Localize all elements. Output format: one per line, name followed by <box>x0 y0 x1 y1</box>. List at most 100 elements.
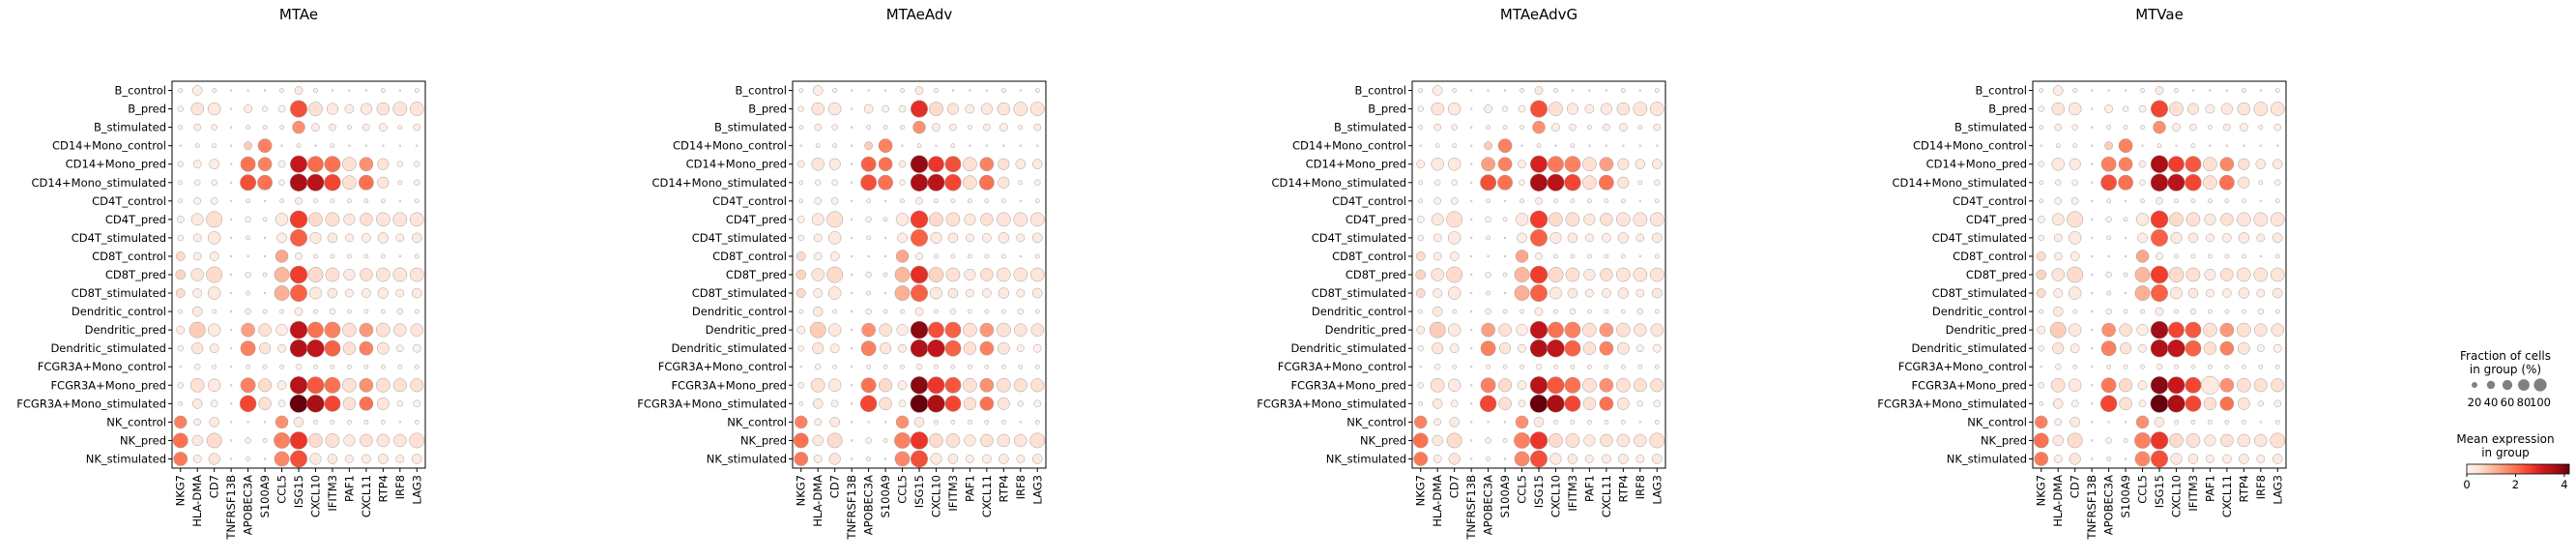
dot <box>980 268 994 281</box>
dot <box>2099 395 2118 413</box>
dot <box>1447 323 1462 337</box>
dot <box>1432 342 1444 355</box>
dot <box>376 433 391 448</box>
dot <box>1570 198 1576 204</box>
dot <box>2154 417 2165 427</box>
dot <box>2253 267 2269 282</box>
dot <box>2256 288 2266 298</box>
dot <box>2090 236 2094 240</box>
dot <box>1036 144 1039 147</box>
dot <box>325 212 340 227</box>
dot <box>206 432 222 449</box>
dot <box>2106 198 2111 204</box>
dot <box>2187 454 2199 464</box>
dot <box>2090 162 2094 165</box>
y-tick-label: Dendritic_control <box>72 305 166 318</box>
dot <box>984 309 990 314</box>
dot <box>947 287 959 299</box>
dot <box>2242 198 2246 204</box>
dot <box>860 377 877 394</box>
dot <box>347 198 352 204</box>
dot <box>1587 198 1592 204</box>
dot <box>2106 290 2111 296</box>
dot <box>2239 123 2248 132</box>
dot <box>1433 288 1443 298</box>
x-tick-label: S100A9 <box>2119 475 2132 517</box>
dot <box>2052 342 2065 355</box>
dot <box>1566 103 1579 115</box>
dot <box>1520 144 1523 147</box>
dot <box>883 125 888 130</box>
dot <box>2274 198 2280 204</box>
dot <box>376 102 391 116</box>
dot <box>810 377 825 393</box>
dot <box>2237 433 2251 448</box>
dot <box>410 323 424 337</box>
dot <box>2090 402 2094 405</box>
y-tick-label: Dendritic_control <box>1932 305 2027 318</box>
dot <box>2151 450 2168 468</box>
dot <box>1452 143 1457 148</box>
dot <box>381 253 386 259</box>
dot <box>1515 213 1529 226</box>
dot <box>2151 100 2168 118</box>
dot <box>2090 291 2094 295</box>
dot <box>2172 123 2181 132</box>
dot <box>1516 324 1528 337</box>
dot <box>850 181 854 184</box>
dot <box>359 322 374 338</box>
dot <box>2209 144 2212 147</box>
dot <box>1029 432 1046 449</box>
dot <box>850 126 854 129</box>
dot <box>1583 268 1596 281</box>
dot <box>1418 401 1424 406</box>
dot <box>2200 375 2219 395</box>
dot <box>209 343 219 354</box>
dot <box>2039 309 2044 314</box>
dot <box>1529 431 1548 450</box>
dot <box>274 285 290 301</box>
dot <box>2238 232 2250 244</box>
dot <box>2174 420 2179 425</box>
dot <box>375 212 391 227</box>
dot <box>2123 309 2128 314</box>
dot <box>1564 395 1581 412</box>
dot <box>1617 158 1630 170</box>
dot <box>2105 308 2112 315</box>
x-tick-label: CD7 <box>208 475 221 498</box>
x-tick-label: IFITM3 <box>2186 475 2200 512</box>
dot <box>1588 89 1591 92</box>
colorbar-tick-label: 4 <box>2561 478 2567 491</box>
dot <box>797 345 804 352</box>
dot <box>1605 89 1608 92</box>
dot <box>277 160 286 168</box>
dot <box>944 395 962 412</box>
dot <box>246 125 250 130</box>
dot <box>178 180 184 186</box>
dot <box>812 306 824 317</box>
dot <box>2167 173 2185 192</box>
dot <box>2222 288 2232 298</box>
dot <box>347 364 352 369</box>
dot <box>192 233 202 243</box>
dot <box>1585 455 1594 463</box>
dot <box>830 196 839 205</box>
y-tick-label: NK_pred <box>1981 433 2027 447</box>
x-tick-label: NKG7 <box>795 475 808 506</box>
dot <box>950 253 956 259</box>
dot <box>1549 286 1562 300</box>
dot <box>1434 179 1441 186</box>
x-tick-label: LAG3 <box>2271 475 2284 505</box>
dot <box>1503 421 1507 424</box>
dot <box>1535 364 1543 370</box>
dot <box>2069 251 2080 261</box>
dot <box>980 103 993 115</box>
dot <box>2071 179 2078 186</box>
dot <box>1518 104 1526 113</box>
dot <box>796 288 806 298</box>
dot <box>2069 453 2081 465</box>
dot <box>811 213 825 226</box>
dot <box>866 198 871 204</box>
dot <box>308 433 323 448</box>
dot <box>898 399 907 408</box>
